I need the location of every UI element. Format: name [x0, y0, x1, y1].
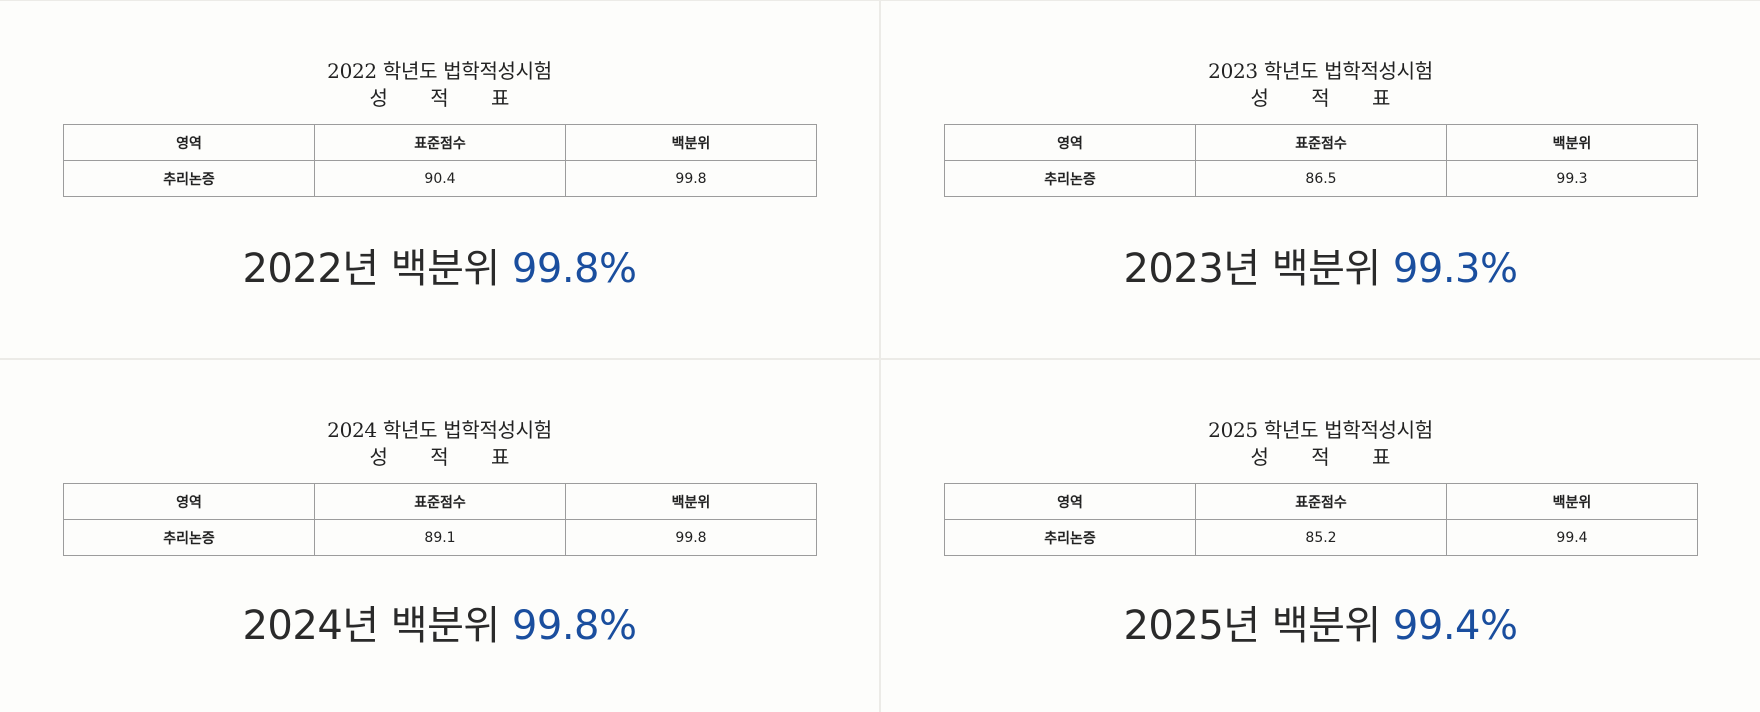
- score-table: 영역 표준점수 백분위 추리논증 90.4 99.8: [63, 124, 817, 197]
- table-row: 추리논증 85.2 99.4: [944, 519, 1698, 556]
- cell-area: 추리논증: [63, 519, 315, 556]
- summary-line: 2022년 백분위 99.8%: [0, 241, 879, 297]
- table-header-row: 영역 표준점수 백분위: [944, 483, 1698, 520]
- header-percentile: 백분위: [565, 483, 817, 520]
- summary-percentile: 99.8%: [511, 603, 637, 649]
- table-row: 추리논증 90.4 99.8: [63, 160, 817, 197]
- header-percentile: 백분위: [1446, 483, 1698, 520]
- cell-standard-score: 90.4: [314, 160, 566, 197]
- summary-percentile: 99.4%: [1392, 603, 1518, 649]
- header-area: 영역: [63, 124, 315, 161]
- exam-title: 2023 학년도 법학적성시험: [1208, 59, 1433, 83]
- header-percentile: 백분위: [1446, 124, 1698, 161]
- header-standard-score: 표준점수: [314, 483, 566, 520]
- header-standard-score: 표준점수: [1195, 124, 1447, 161]
- cell-percentile: 99.4: [1446, 519, 1698, 556]
- summary-prefix: 2024년 백분위: [242, 603, 500, 649]
- table-header-row: 영역 표준점수 백분위: [944, 124, 1698, 161]
- cell-standard-score: 85.2: [1195, 519, 1447, 556]
- sheet-title: 성 적 표: [1250, 86, 1409, 110]
- exam-title: 2022 학년도 법학적성시험: [327, 59, 552, 83]
- summary-prefix: 2022년 백분위: [242, 246, 500, 292]
- card-header: 2024 학년도 법학적성시험 성 적 표: [0, 416, 879, 470]
- score-table: 영역 표준점수 백분위 추리논증 85.2 99.4: [944, 483, 1698, 556]
- cell-percentile: 99.8: [565, 160, 817, 197]
- cell-percentile: 99.8: [565, 519, 817, 556]
- sheet-title: 성 적 표: [369, 445, 528, 469]
- cell-area: 추리논증: [944, 519, 1196, 556]
- exam-title: 2025 학년도 법학적성시험: [1208, 418, 1433, 442]
- cell-area: 추리논증: [63, 160, 315, 197]
- header-standard-score: 표준점수: [1195, 483, 1447, 520]
- header-area: 영역: [63, 483, 315, 520]
- card-header: 2023 학년도 법학적성시험 성 적 표: [881, 57, 1760, 111]
- summary-line: 2023년 백분위 99.3%: [881, 241, 1760, 297]
- cell-area: 추리논증: [944, 160, 1196, 197]
- summary-line: 2025년 백분위 99.4%: [881, 598, 1760, 654]
- table-row: 추리논증 86.5 99.3: [944, 160, 1698, 197]
- cell-percentile: 99.3: [1446, 160, 1698, 197]
- sheet-title: 성 적 표: [1250, 445, 1409, 469]
- table-header-row: 영역 표준점수 백분위: [63, 124, 817, 161]
- table-row: 추리논증 89.1 99.8: [63, 519, 817, 556]
- cell-standard-score: 86.5: [1195, 160, 1447, 197]
- score-card-2023: 2023 학년도 법학적성시험 성 적 표 영역 표준점수 백분위 추리논증 8…: [881, 1, 1760, 358]
- table-header-row: 영역 표준점수 백분위: [63, 483, 817, 520]
- header-area: 영역: [944, 483, 1196, 520]
- header-standard-score: 표준점수: [314, 124, 566, 161]
- card-header: 2022 학년도 법학적성시험 성 적 표: [0, 57, 879, 111]
- score-card-2025: 2025 학년도 법학적성시험 성 적 표 영역 표준점수 백분위 추리논증 8…: [881, 360, 1760, 712]
- header-percentile: 백분위: [565, 124, 817, 161]
- summary-prefix: 2025년 백분위: [1123, 603, 1381, 649]
- cell-standard-score: 89.1: [314, 519, 566, 556]
- summary-line: 2024년 백분위 99.8%: [0, 598, 879, 654]
- sheet-title: 성 적 표: [369, 86, 528, 110]
- score-table: 영역 표준점수 백분위 추리논증 89.1 99.8: [63, 483, 817, 556]
- card-header: 2025 학년도 법학적성시험 성 적 표: [881, 416, 1760, 470]
- score-card-2024: 2024 학년도 법학적성시험 성 적 표 영역 표준점수 백분위 추리논증 8…: [0, 360, 879, 712]
- exam-title: 2024 학년도 법학적성시험: [327, 418, 552, 442]
- score-table: 영역 표준점수 백분위 추리논증 86.5 99.3: [944, 124, 1698, 197]
- summary-prefix: 2023년 백분위: [1123, 246, 1381, 292]
- summary-percentile: 99.3%: [1392, 246, 1518, 292]
- header-area: 영역: [944, 124, 1196, 161]
- score-card-2022: 2022 학년도 법학적성시험 성 적 표 영역 표준점수 백분위 추리논증 9…: [0, 1, 879, 358]
- summary-percentile: 99.8%: [511, 246, 637, 292]
